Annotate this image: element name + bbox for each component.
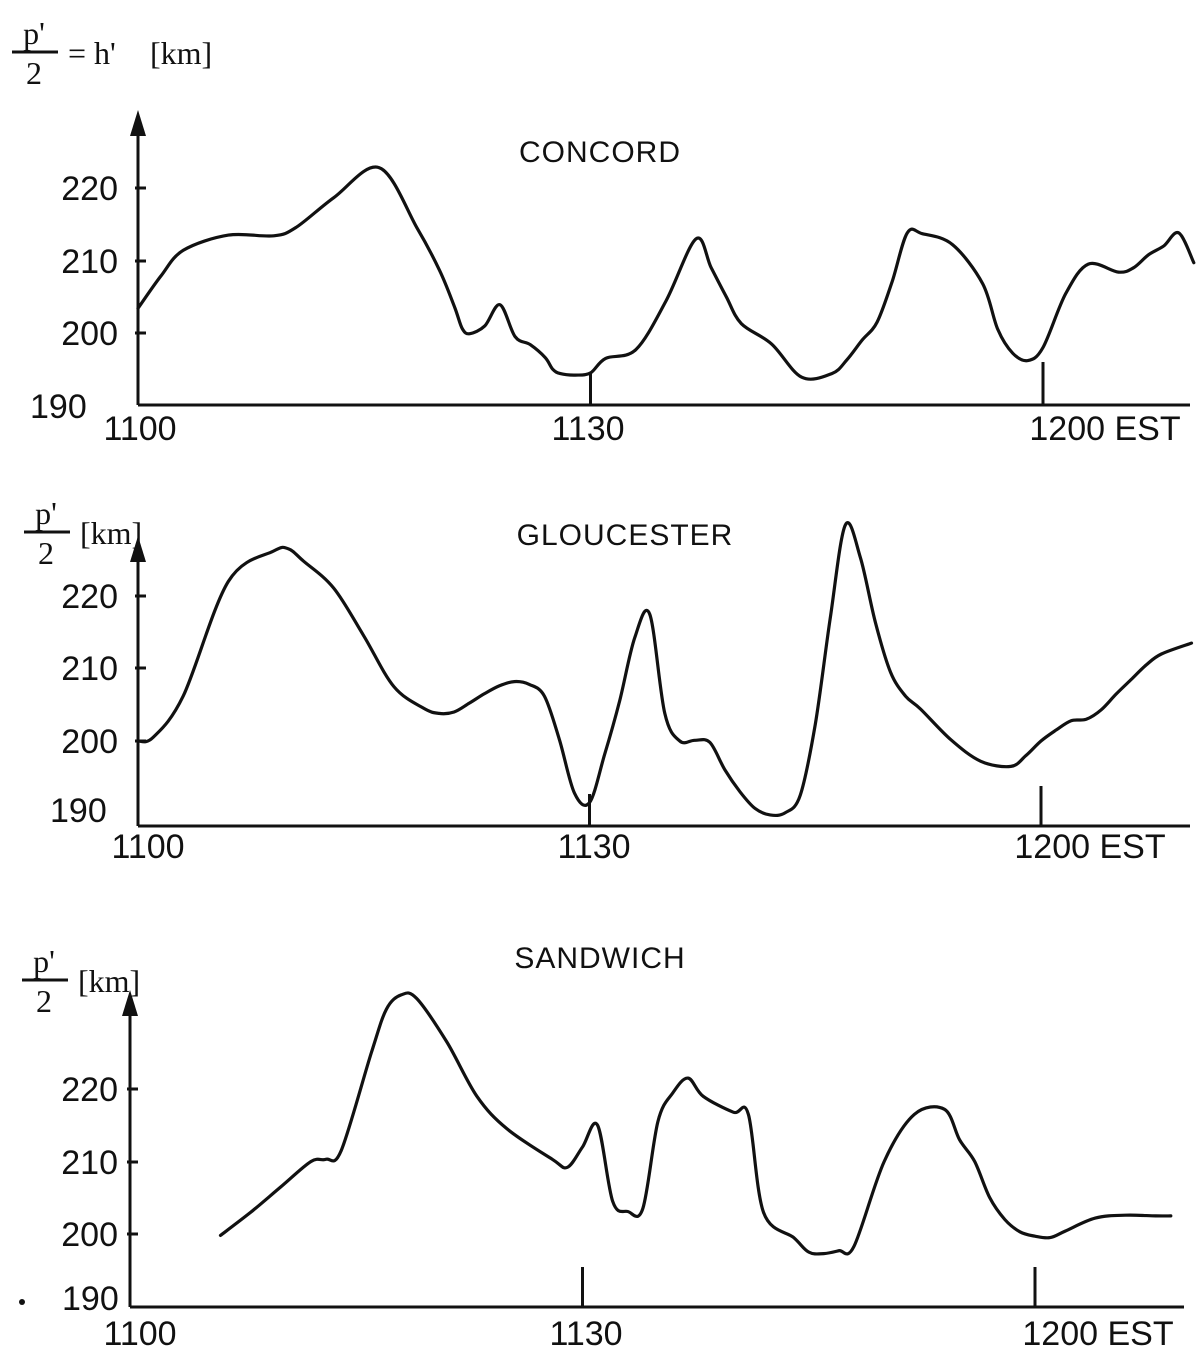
y-tick-label: 200 <box>61 723 118 761</box>
x-tick-label: 1130 <box>549 1315 622 1353</box>
y-label-numerator: p' <box>33 943 55 979</box>
y-label-denominator: 2 <box>38 535 54 571</box>
y-label-numerator: p' <box>35 495 57 531</box>
y-axis-arrow-icon <box>130 536 146 562</box>
x-tick-label: 1100 <box>103 1315 176 1353</box>
x-tick-label: 1200 EST <box>1029 410 1180 448</box>
y-axis-arrow-icon <box>122 990 138 1016</box>
x-tick-label: 1130 <box>557 828 630 866</box>
y-tick-label: 220 <box>61 1071 118 1109</box>
y-tick-label: 220 <box>61 170 118 208</box>
x-tick-label: 1200 EST <box>1014 828 1165 866</box>
y-axis-arrow-icon <box>130 110 146 136</box>
x-tick-label: 1100 <box>111 828 184 866</box>
y-tick-label: 190 <box>62 1280 119 1318</box>
y-tick-label: 190 <box>50 792 107 830</box>
y-tick-label: 200 <box>61 315 118 353</box>
y-label-unit: [km] <box>150 35 212 71</box>
y-axis-label: p' 2 [km] <box>24 495 142 571</box>
y-label-denominator: 2 <box>36 983 52 1019</box>
chart-title: GLOUCESTER <box>517 519 734 552</box>
x-tick-label: 1100 <box>103 410 176 448</box>
series-line <box>136 165 1196 381</box>
y-axis-label: p' 2 [km] <box>22 943 140 1019</box>
y-label-unit: [km] <box>78 963 140 999</box>
x-tick-label: 1130 <box>551 410 624 448</box>
y-tick-label: 200 <box>61 1216 118 1254</box>
chart-title: SANDWICH <box>514 942 685 975</box>
x-tick-label: 1200 EST <box>1022 1315 1173 1353</box>
y-label-numerator: p' <box>23 15 45 51</box>
y-label-unit: [km] <box>80 515 142 551</box>
y-label-equals: = h' <box>68 35 116 71</box>
y-tick-label: 210 <box>61 650 118 688</box>
y-tick-label: 210 <box>61 243 118 281</box>
y-axis-label: p' 2 = h' [km] <box>12 15 212 91</box>
series-line <box>136 521 1194 818</box>
series-line <box>218 991 1173 1256</box>
y-label-denominator: 2 <box>26 55 42 91</box>
y-tick-label: 220 <box>61 578 118 616</box>
y-tick-label: 190 <box>30 388 87 426</box>
chart-title: CONCORD <box>519 136 681 169</box>
margin-dot-mark <box>19 1299 25 1305</box>
y-tick-label: 210 <box>61 1144 118 1182</box>
chart-panel-concord: 220 210 200 190 1100 1130 1200 EST CONCORD p' 2 = … <box>12 15 1196 448</box>
